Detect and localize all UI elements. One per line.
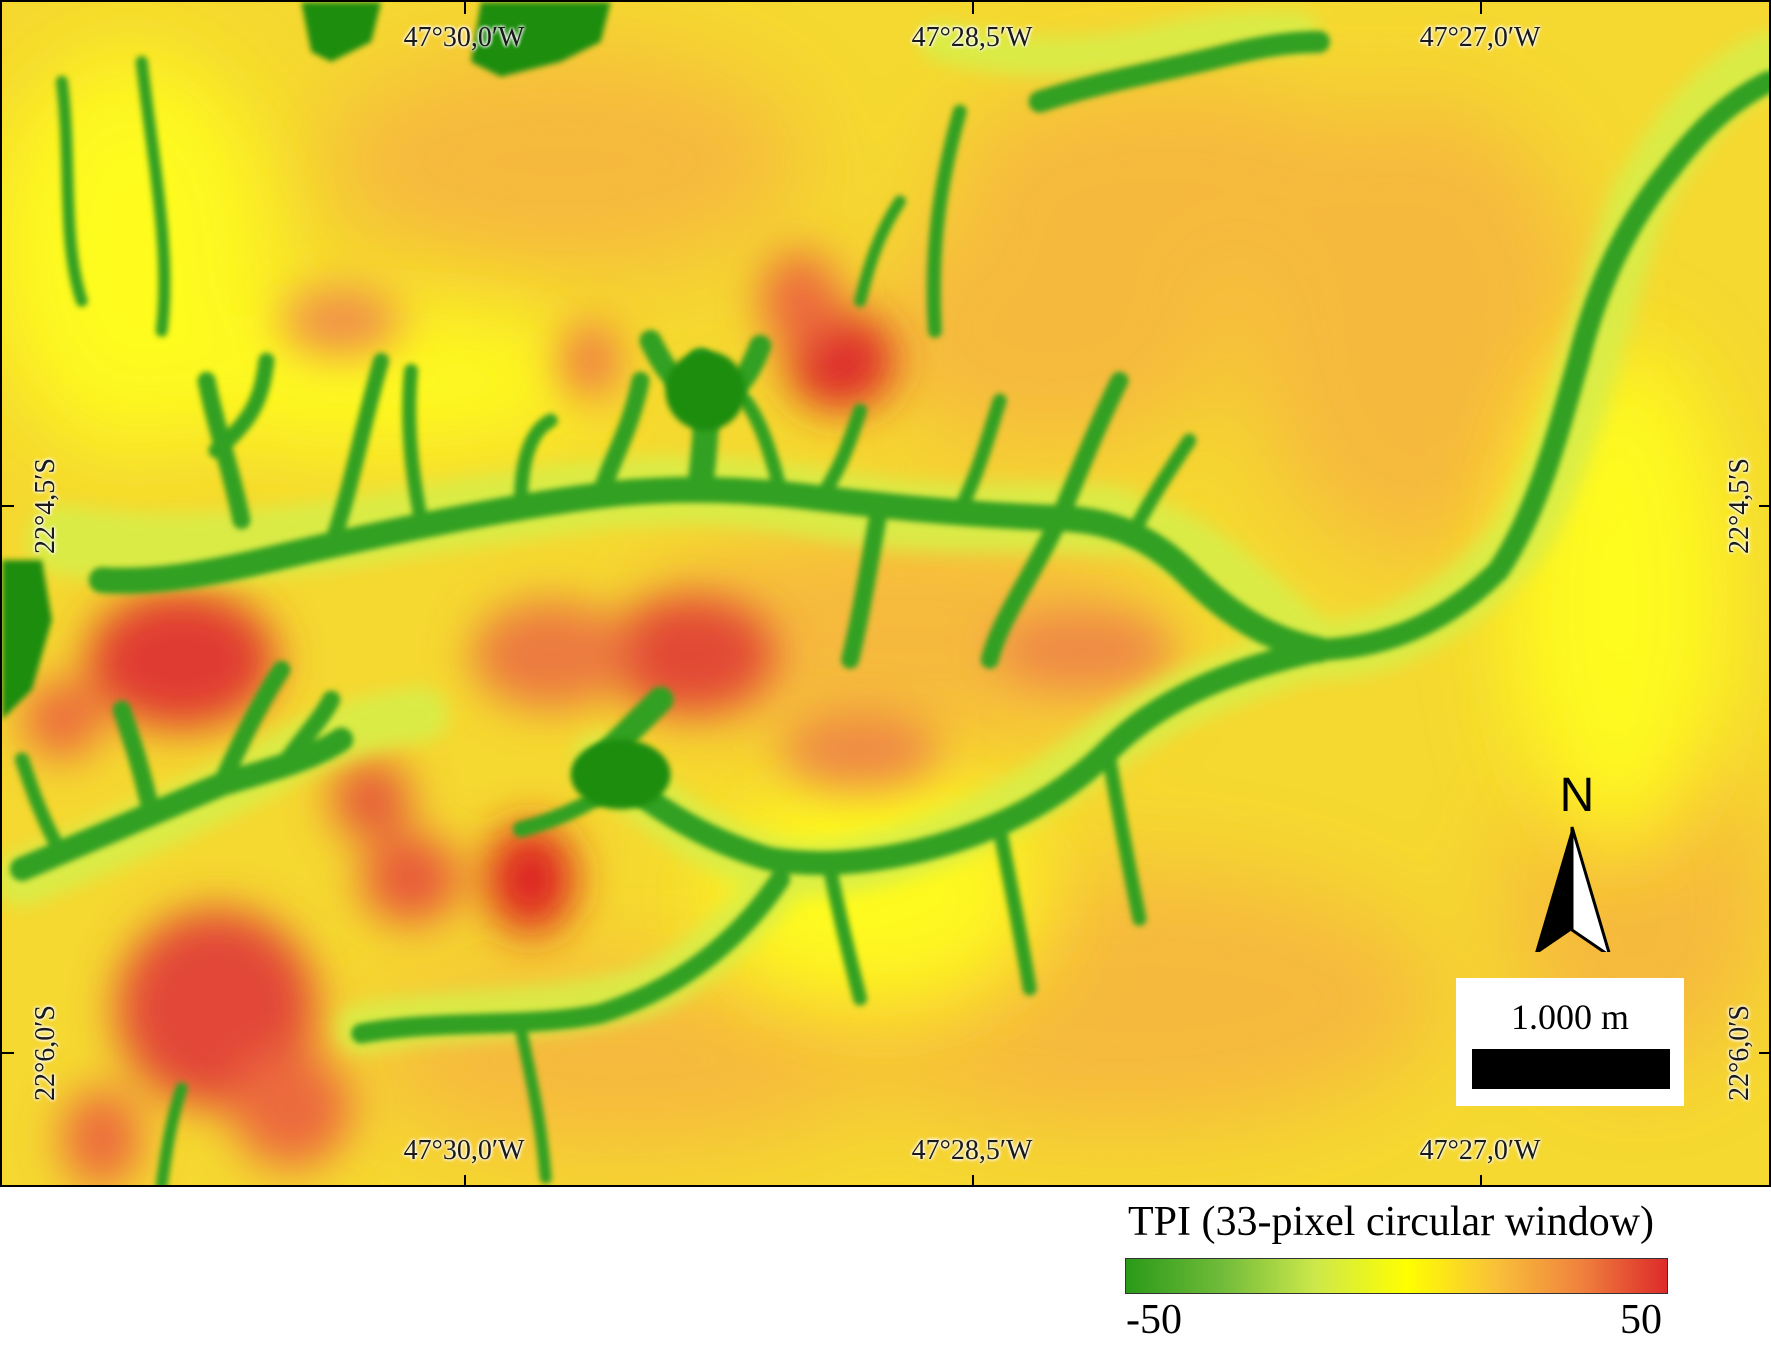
legend-max-label: 50 (1620, 1297, 1662, 1343)
legend-color-ramp (1125, 1258, 1668, 1294)
x-label-top-3: 47°27,0′W (1419, 22, 1541, 53)
legend-min-label: -50 (1126, 1297, 1182, 1343)
x-label-bottom-3: 47°27,0′W (1419, 1135, 1541, 1166)
legend-title: TPI (33-pixel circular window) (1128, 1199, 1655, 1245)
y-label-right-2: 22°6,0′S (1724, 1005, 1755, 1101)
north-arrow: N (1522, 772, 1632, 952)
y-label-right-1: 22°4,5′S (1724, 458, 1755, 554)
scale-bar-label: 1.000 m (1510, 997, 1629, 1037)
y-label-left-2: 22°6,0′S (30, 1005, 61, 1101)
terrain-raster (2, 2, 1769, 1185)
x-label-top-2: 47°28,5′W (911, 22, 1033, 53)
north-arrow-icon (1535, 826, 1611, 952)
x-label-top-1: 47°30,0′W (403, 22, 525, 53)
north-label: N (1559, 769, 1595, 822)
x-label-bottom-1: 47°30,0′W (403, 1135, 525, 1166)
scale-bar-graphic (1472, 1049, 1670, 1089)
scale-bar: 1.000 m (1456, 978, 1684, 1106)
x-label-bottom-2: 47°28,5′W (911, 1135, 1033, 1166)
y-label-left-1: 22°4,5′S (30, 458, 61, 554)
tpi-map[interactable]: 47°30,0′W 47°28,5′W 47°27,0′W 47°30,0′W … (0, 0, 1771, 1187)
